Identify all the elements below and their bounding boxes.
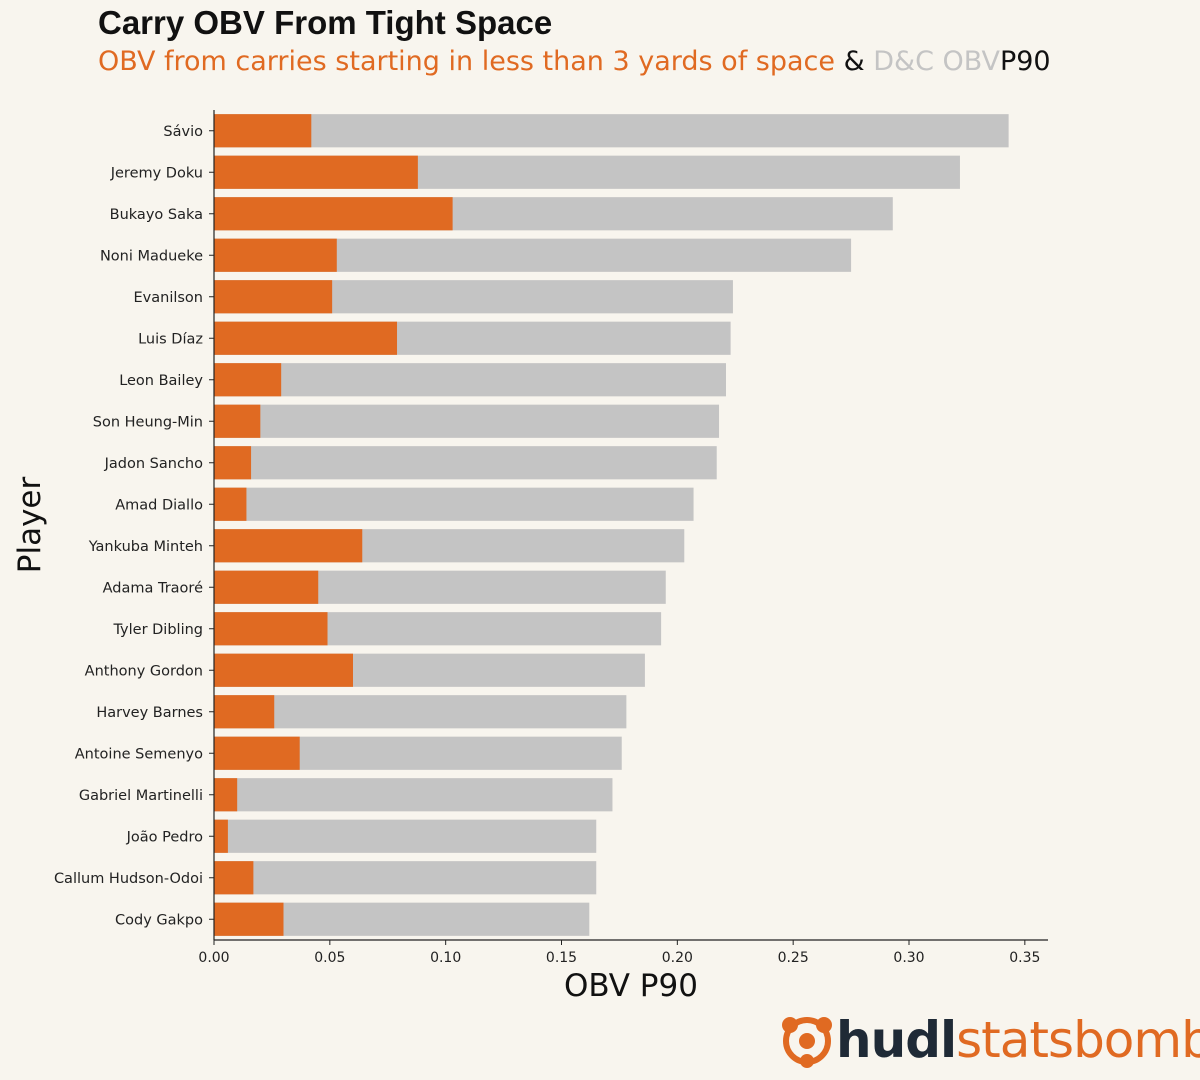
bar-total-obv [214, 778, 613, 812]
bar-tight-space-obv [214, 612, 328, 646]
bar-total-obv [214, 819, 597, 853]
y-tick-label: Son Heung-Min [93, 414, 203, 430]
bar-tight-space-obv [214, 197, 453, 231]
bar-total-obv [214, 404, 720, 438]
bar-total-obv [214, 114, 1009, 148]
y-tick-label: Sávio [163, 124, 203, 140]
x-tick-label: 0.15 [546, 950, 577, 966]
bar-tight-space-obv [214, 529, 363, 563]
hudl-statsbomb-logo: hudl statsbomb [778, 1010, 1200, 1070]
bar-tight-space-obv [214, 861, 254, 895]
y-tick-label: Jadon Sancho [104, 456, 203, 472]
y-tick-label: Adama Traoré [103, 580, 203, 596]
x-tick-label: 0.30 [893, 950, 924, 966]
subtitle-p90: P90 [999, 46, 1051, 77]
y-tick-label: Leon Bailey [119, 373, 203, 389]
bar-tight-space-obv [214, 653, 353, 687]
y-axis-label: Player [12, 477, 48, 574]
y-tick-label: Callum Hudson-Odoi [54, 871, 203, 887]
y-tick-label: Gabriel Martinelli [79, 788, 203, 804]
bar-total-obv [214, 861, 597, 895]
y-tick-label: Luis Díaz [138, 331, 203, 347]
statsbomb-logo-icon [782, 1017, 832, 1068]
bar-tight-space-obv [214, 446, 252, 480]
bar-tight-space-obv [214, 819, 228, 853]
y-tick-label: Harvey Barnes [96, 705, 203, 721]
logo-hudl-text: hudl [836, 1011, 957, 1069]
x-axis-label: OBV P90 [564, 968, 698, 1004]
y-tick-label: Tyler Dibling [112, 622, 203, 638]
logo-statsbomb-text: statsbomb [956, 1011, 1200, 1069]
bar-tight-space-obv [214, 321, 398, 355]
y-tick-label: Jeremy Doku [110, 165, 203, 181]
y-tick-label: João Pedro [126, 829, 204, 845]
chart-subtitle: OBV from carries starting in less than 3… [98, 46, 1051, 77]
bar-total-obv [214, 487, 694, 521]
subtitle-orange-series: OBV from carries starting in less than 3… [98, 46, 835, 77]
x-tick-label: 0.25 [778, 950, 809, 966]
bar-tight-space-obv [214, 695, 275, 729]
bar-tight-space-obv [214, 363, 282, 397]
y-tick-label: Noni Madueke [100, 248, 203, 264]
x-tick-label: 0.05 [314, 950, 345, 966]
subtitle-grey-series: D&C OBV [873, 46, 1000, 77]
bar-tight-space-obv [214, 155, 418, 189]
y-tick-label: Anthony Gordon [85, 663, 203, 679]
x-tick-label: 0.20 [662, 950, 693, 966]
y-tick-label: Antoine Semenyo [75, 746, 203, 762]
x-tick-label: 0.10 [430, 950, 461, 966]
bar-tight-space-obv [214, 778, 238, 812]
bar-tight-space-obv [214, 570, 319, 604]
bar-total-obv [214, 363, 726, 397]
x-tick-label: 0.00 [198, 950, 229, 966]
bar-tight-space-obv [214, 736, 300, 770]
y-tick-label: Yankuba Minteh [88, 539, 203, 555]
y-tick-label: Evanilson [134, 290, 204, 306]
bar-total-obv [214, 695, 627, 729]
bar-tight-space-obv [214, 487, 247, 521]
subtitle-ampersand: & [843, 46, 865, 77]
x-tick-label: 0.35 [1009, 950, 1040, 966]
bar-chart: Sávio Jeremy Doku Bukayo Saka Noni Madueke E… [12, 110, 1048, 1004]
y-tick-label: Bukayo Saka [110, 207, 203, 223]
y-tick-label: Amad Diallo [115, 497, 203, 513]
bar-tight-space-obv [214, 404, 261, 438]
bar-tight-space-obv [214, 114, 312, 148]
bar-tight-space-obv [214, 238, 337, 272]
bar-total-obv [214, 446, 717, 480]
bar-tight-space-obv [214, 280, 333, 314]
y-tick-label: Cody Gakpo [115, 912, 203, 928]
bar-tight-space-obv [214, 902, 284, 936]
chart-title: Carry OBV From Tight Space [98, 4, 553, 41]
